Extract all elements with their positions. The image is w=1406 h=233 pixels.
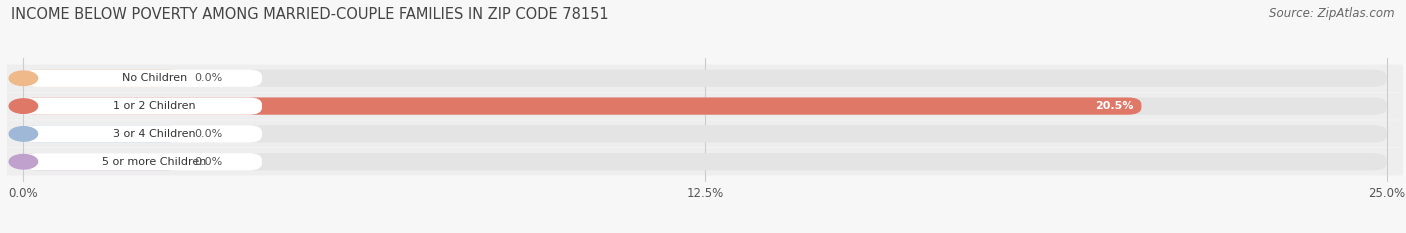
Text: 5 or more Children: 5 or more Children bbox=[103, 157, 207, 167]
FancyBboxPatch shape bbox=[24, 70, 180, 87]
FancyBboxPatch shape bbox=[24, 153, 262, 170]
Text: 0.0%: 0.0% bbox=[194, 157, 222, 167]
Text: 1 or 2 Children: 1 or 2 Children bbox=[114, 101, 195, 111]
FancyBboxPatch shape bbox=[24, 97, 262, 115]
Text: 0.0%: 0.0% bbox=[194, 129, 222, 139]
FancyBboxPatch shape bbox=[24, 70, 262, 87]
Text: Source: ZipAtlas.com: Source: ZipAtlas.com bbox=[1270, 7, 1395, 20]
FancyBboxPatch shape bbox=[24, 125, 1386, 143]
Circle shape bbox=[10, 71, 38, 86]
Text: 3 or 4 Children: 3 or 4 Children bbox=[114, 129, 195, 139]
FancyBboxPatch shape bbox=[24, 125, 262, 143]
FancyBboxPatch shape bbox=[0, 65, 1406, 92]
Text: 0.0%: 0.0% bbox=[194, 73, 222, 83]
FancyBboxPatch shape bbox=[24, 70, 1386, 87]
FancyBboxPatch shape bbox=[0, 120, 1406, 147]
FancyBboxPatch shape bbox=[24, 125, 180, 143]
Text: INCOME BELOW POVERTY AMONG MARRIED-COUPLE FAMILIES IN ZIP CODE 78151: INCOME BELOW POVERTY AMONG MARRIED-COUPL… bbox=[11, 7, 609, 22]
FancyBboxPatch shape bbox=[0, 148, 1406, 175]
Text: No Children: No Children bbox=[122, 73, 187, 83]
FancyBboxPatch shape bbox=[24, 153, 180, 170]
Circle shape bbox=[10, 127, 38, 141]
FancyBboxPatch shape bbox=[24, 97, 1386, 115]
Circle shape bbox=[10, 99, 38, 113]
FancyBboxPatch shape bbox=[24, 153, 1386, 170]
FancyBboxPatch shape bbox=[0, 93, 1406, 120]
FancyBboxPatch shape bbox=[24, 97, 1142, 115]
Circle shape bbox=[10, 154, 38, 169]
Text: 20.5%: 20.5% bbox=[1095, 101, 1133, 111]
